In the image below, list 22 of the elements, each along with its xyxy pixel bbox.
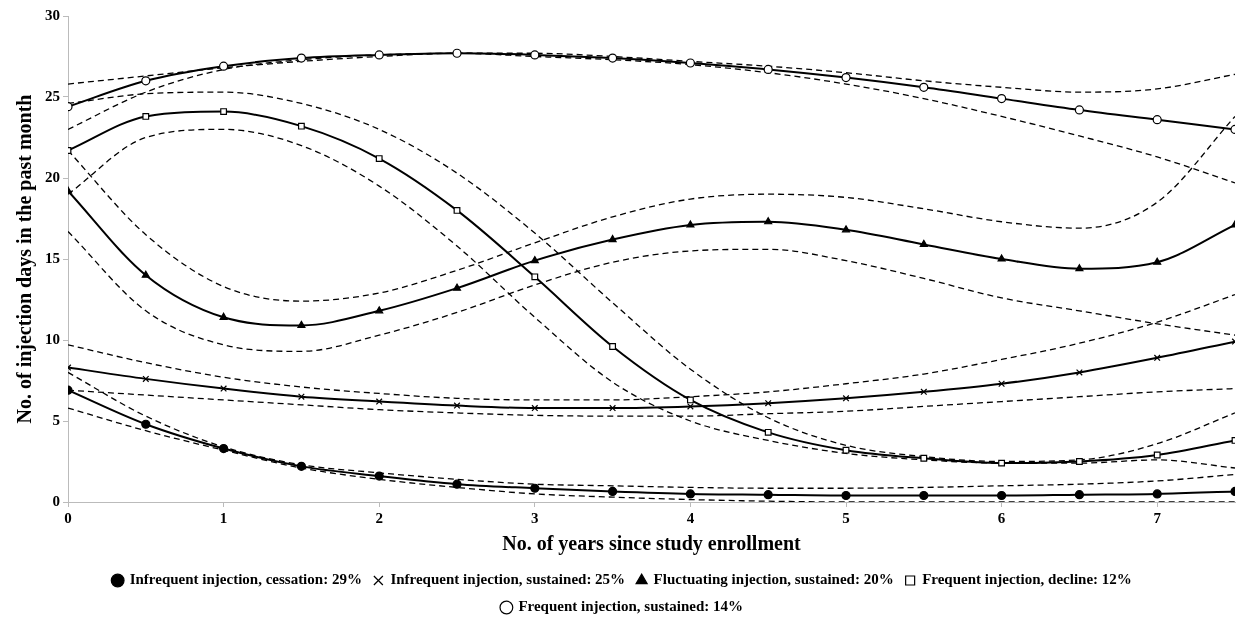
x-tick-label: 3 [531,509,539,526]
y-tick-label: 20 [45,168,60,185]
y-tick-label: 5 [52,411,60,428]
x-tick-label: 1 [219,509,228,526]
x-tick-label: 2 [375,509,383,526]
legend-label: Infrequent injection, cessation: 29% [129,571,362,588]
y-axis-title: No. of injection days in the past month [13,94,37,424]
legend-label: Frequent injection, decline: 12% [922,571,1132,588]
x-axis-title: No. of years since study enrollment [502,532,802,556]
legend-label: Fluctuating injection, sustained: 20% [653,571,894,588]
x-tick-label: 6 [997,509,1006,526]
y-tick-label: 10 [45,330,60,347]
y-tick-label: 25 [45,87,60,104]
x-tick-label: 0 [64,509,72,526]
y-tick-label: 15 [45,249,60,266]
y-tick-label: 0 [52,492,60,509]
x-tick-label: 5 [842,509,850,526]
legend-label: Infrequent injection, sustained: 25% [390,571,626,588]
y-tick-label: 30 [45,6,60,23]
x-tick-label: 4 [686,509,695,526]
x-tick-label: 7 [1153,509,1162,526]
legend-label: Frequent injection, sustained: 14% [518,598,744,615]
